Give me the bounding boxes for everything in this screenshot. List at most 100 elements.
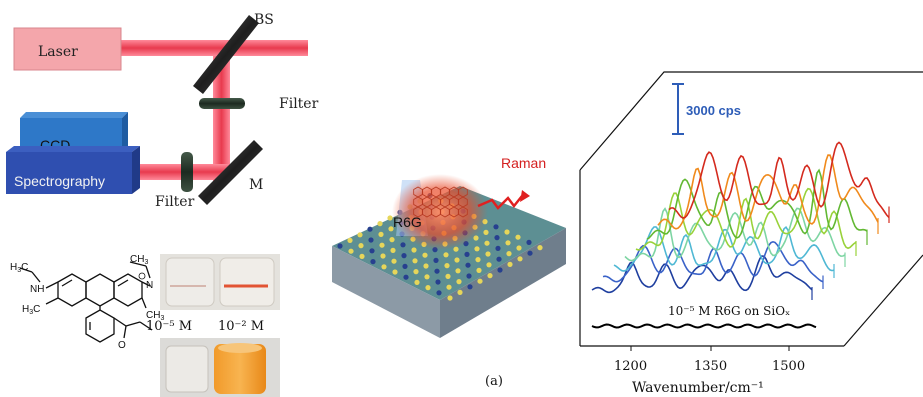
x-axis-label: Wavenumber/cm⁻¹: [632, 380, 764, 396]
lattice-atom: [400, 242, 406, 248]
spectrum-series-5: [646, 168, 868, 240]
lattice-atom: [527, 250, 533, 256]
lattice-atom: [370, 259, 376, 265]
vial-low-label: 10⁻⁵ M: [146, 319, 192, 334]
vial-high-label: 10⁻² M: [218, 319, 264, 334]
lattice-atom: [483, 229, 489, 235]
mol-ester-o: O: [118, 340, 126, 351]
r6g-ring: [422, 206, 432, 218]
lattice-atom: [401, 253, 407, 259]
lattice-atom: [475, 257, 481, 263]
lattice-atom: [390, 247, 396, 253]
lattice-atom: [359, 253, 365, 259]
lattice-atom: [368, 237, 374, 243]
lattice-atom: [436, 290, 442, 296]
vial-high-top: [219, 257, 275, 307]
lattice-atom: [447, 295, 453, 301]
optical-setup: Laser BS Filter M CCD Spectrography Filt…: [6, 12, 319, 210]
r6g-molecule-cluster: [413, 186, 468, 218]
lattice-atom: [434, 268, 440, 274]
x-tick-1350: 1350: [694, 359, 727, 374]
lattice-atom: [412, 258, 418, 264]
lattice-atom: [337, 243, 343, 249]
lattice-atom: [495, 245, 501, 251]
raman-scatter-arrow: [477, 195, 523, 210]
lattice-atom: [389, 237, 395, 243]
lattice-atom: [413, 269, 419, 275]
mol-nh-right: N: [146, 280, 153, 291]
lattice-atom: [367, 226, 373, 232]
lattice-atom: [348, 248, 354, 254]
lattice-atom: [387, 215, 393, 221]
lattice-atom: [496, 256, 502, 262]
lattice-atom: [537, 245, 543, 251]
lattice-atom: [379, 242, 385, 248]
lattice-atom: [507, 261, 513, 267]
lattice-atom: [377, 221, 383, 227]
x-tick-labels: 1200 1350 1500: [614, 359, 805, 374]
x-tick-1200: 1200: [614, 359, 647, 374]
lattice-atom: [414, 279, 420, 285]
mol-nh-left: NH: [30, 284, 44, 295]
lattice-atom: [425, 285, 431, 291]
mirror-label: M: [249, 177, 263, 193]
ccd-box-top: [20, 112, 128, 118]
filter-top-label: Filter: [279, 96, 319, 112]
substrate-r6g-label: R6G: [393, 214, 422, 230]
lattice-atom: [457, 289, 463, 295]
lattice-atom: [474, 246, 480, 252]
laser-box: [13, 27, 122, 71]
r6g-ring: [449, 206, 459, 218]
lattice-atom: [433, 257, 439, 263]
lattice-atom: [424, 274, 430, 280]
lattice-atom: [487, 273, 493, 279]
lattice-atom: [494, 235, 500, 241]
beam-splitter-mirror: [193, 15, 259, 94]
lattice-atom: [422, 252, 428, 258]
lattice-atom: [455, 268, 461, 274]
lattice-atom: [497, 267, 503, 273]
vial-photos: 10⁻⁵ M 10⁻² M: [146, 254, 280, 397]
lattice-atom: [454, 257, 460, 263]
lattice-atom: [388, 226, 394, 232]
vial-low-bottom: [165, 345, 209, 393]
spectra-series: [591, 141, 890, 300]
spectrum-series-6: [657, 154, 879, 230]
lattice-atom: [515, 234, 521, 240]
panel-label: (a): [485, 374, 503, 389]
lattice-atom: [506, 251, 512, 257]
substrate-side: [440, 228, 566, 338]
raman-label: Raman: [501, 155, 546, 171]
lattice-atom: [516, 245, 522, 251]
bs-label: BS: [254, 12, 274, 28]
lattice-atom: [380, 253, 386, 259]
mol-ch3-right: CH3: [146, 310, 164, 322]
chart-frame-back: [579, 71, 923, 171]
lattice-atom: [423, 263, 429, 269]
mol-h3c-left: H3C: [22, 304, 40, 316]
mirror-m: [198, 140, 263, 205]
lattice-atom: [467, 284, 473, 290]
mol-ch3-top-left: H3C: [10, 262, 28, 274]
chart-frame-depth: [843, 254, 923, 347]
lattice-atom: [411, 247, 417, 253]
lattice-atom: [484, 240, 490, 246]
lattice-atom: [402, 263, 408, 269]
lattice-atom: [464, 251, 470, 257]
lattice-atom: [456, 279, 462, 285]
lattice-atom: [466, 273, 472, 279]
r6g-ring: [431, 206, 441, 218]
lattice-atom: [403, 274, 409, 280]
lattice-atom: [517, 256, 523, 262]
mol-ch3-top-right: CH3: [130, 254, 148, 266]
r6g-ring: [440, 206, 450, 218]
scale-bar-label: 3000 cps: [686, 103, 741, 118]
r6g-ring: [458, 206, 468, 218]
r6g-molecule-structure: [19, 261, 153, 343]
lattice-atom: [392, 269, 398, 275]
substrate-front: [332, 246, 440, 338]
laser-label: Laser: [38, 44, 78, 60]
vial-high-bottom: [214, 344, 266, 394]
lattice-atom: [358, 243, 364, 249]
